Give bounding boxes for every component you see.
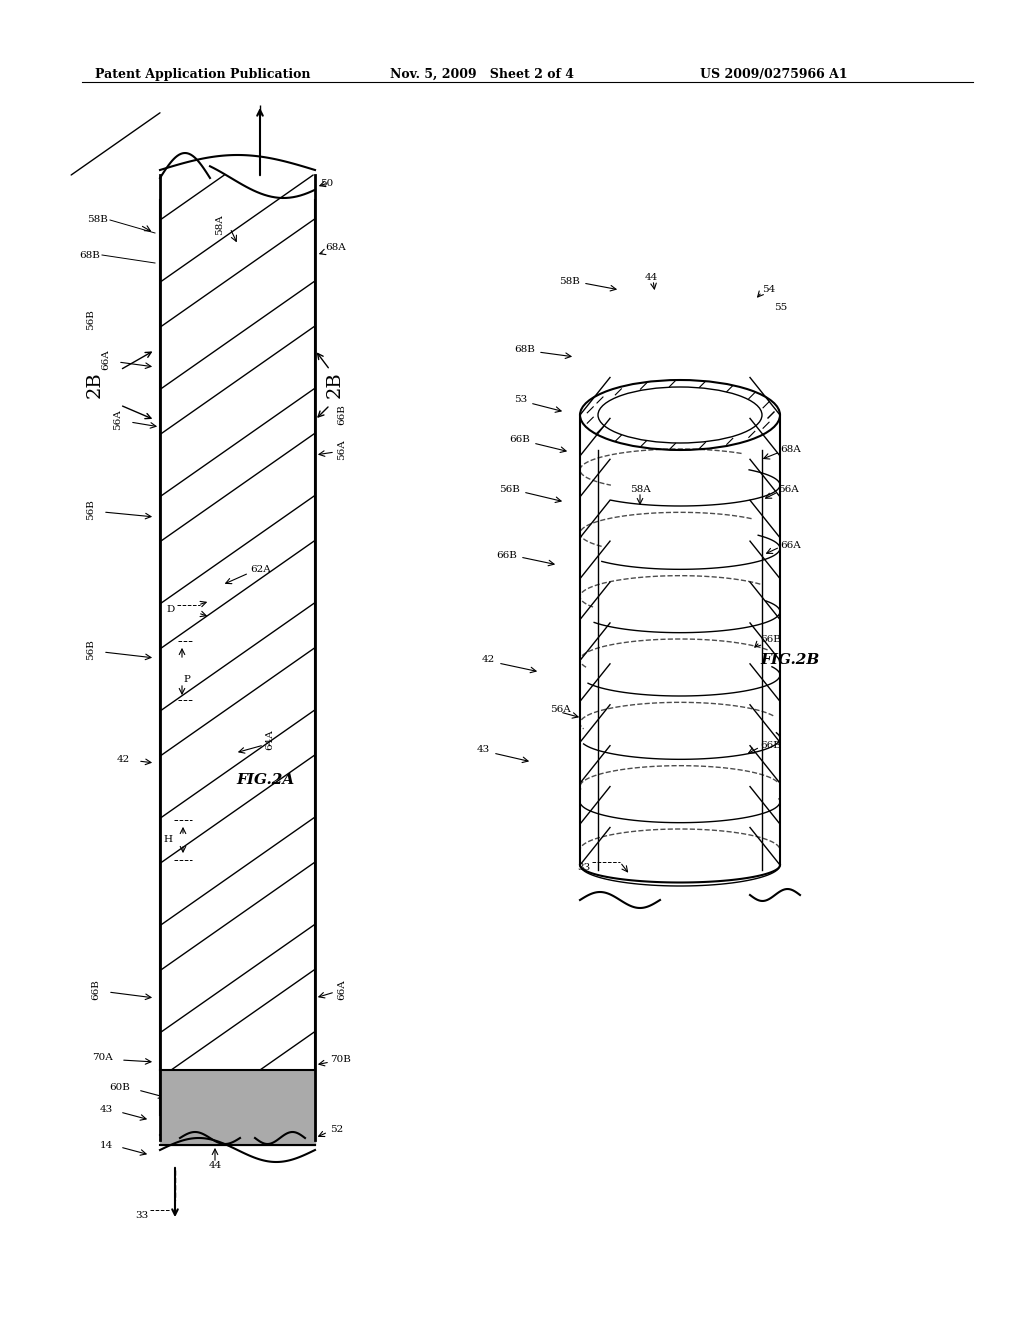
Text: FIG.2B: FIG.2B: [760, 653, 819, 667]
Text: 66B: 66B: [509, 436, 530, 445]
Text: H: H: [163, 836, 172, 845]
Text: 58B: 58B: [87, 215, 108, 224]
Text: 70A: 70A: [92, 1053, 113, 1063]
Text: 62A: 62A: [250, 565, 270, 574]
Text: 2B: 2B: [326, 372, 344, 399]
Text: 66B: 66B: [337, 404, 346, 425]
Text: 14: 14: [99, 1140, 113, 1150]
Text: 58A: 58A: [215, 215, 224, 235]
Text: D: D: [167, 606, 175, 615]
Text: 44: 44: [645, 273, 658, 282]
Text: Nov. 5, 2009   Sheet 2 of 4: Nov. 5, 2009 Sheet 2 of 4: [390, 69, 574, 81]
Text: 58A: 58A: [630, 486, 650, 495]
Text: 52: 52: [330, 1126, 343, 1134]
Text: 68B: 68B: [79, 251, 100, 260]
Text: 66B: 66B: [91, 979, 100, 1001]
Text: 56A: 56A: [778, 486, 799, 495]
Text: 56B: 56B: [86, 499, 95, 520]
Text: Patent Application Publication: Patent Application Publication: [95, 69, 310, 81]
Text: FIG.2A: FIG.2A: [236, 774, 294, 787]
Text: US 2009/0275966 A1: US 2009/0275966 A1: [700, 69, 848, 81]
Text: 54: 54: [762, 285, 775, 294]
Text: 56A: 56A: [550, 705, 570, 714]
Text: 33: 33: [577, 862, 590, 871]
Text: 56A: 56A: [113, 409, 122, 430]
Text: 66A: 66A: [337, 979, 346, 1001]
Text: 44: 44: [208, 1160, 221, 1170]
Text: 2B: 2B: [86, 372, 104, 399]
Text: 68B: 68B: [514, 346, 535, 355]
Text: 66B: 66B: [496, 550, 517, 560]
Text: P: P: [183, 676, 190, 685]
Text: 66A: 66A: [780, 540, 801, 549]
Text: 33: 33: [135, 1210, 148, 1220]
Text: 56B: 56B: [86, 310, 95, 330]
Text: 53: 53: [514, 396, 527, 404]
Text: 58B: 58B: [559, 277, 580, 286]
Text: 68A: 68A: [780, 446, 801, 454]
Text: 60A: 60A: [248, 1081, 268, 1089]
Text: 55: 55: [774, 304, 787, 313]
Text: 42: 42: [117, 755, 130, 764]
Text: 70B: 70B: [330, 1056, 351, 1064]
Text: 42: 42: [481, 656, 495, 664]
Text: 43: 43: [477, 746, 490, 755]
Text: 56B: 56B: [499, 486, 520, 495]
Text: 64A: 64A: [265, 730, 274, 750]
Text: 60B: 60B: [110, 1084, 130, 1093]
Text: 56A: 56A: [337, 440, 346, 461]
Text: 66B: 66B: [760, 741, 781, 750]
Text: 56B: 56B: [86, 640, 95, 660]
Text: 50: 50: [319, 178, 333, 187]
Text: 66A: 66A: [101, 350, 110, 371]
Text: 43: 43: [99, 1106, 113, 1114]
Text: 68A: 68A: [325, 243, 346, 252]
Text: 66B: 66B: [760, 635, 781, 644]
